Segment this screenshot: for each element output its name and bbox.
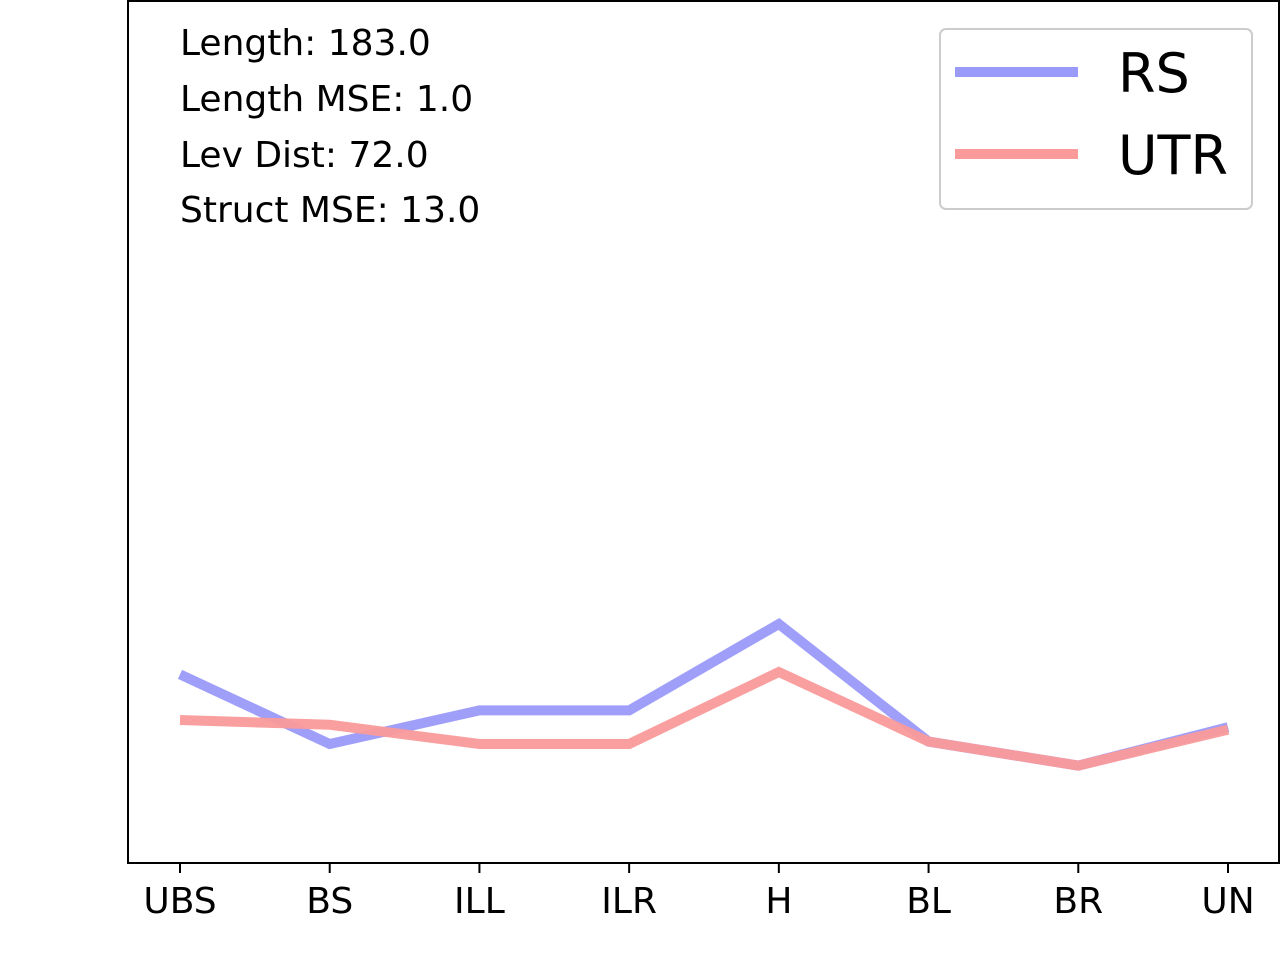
annotation-struct-mse: Struct MSE: 13.0: [180, 190, 480, 231]
series-line-utr: [179, 666, 1230, 771]
x-tick-label-bs: BS: [306, 881, 353, 922]
legend-label-rs: RS: [1118, 42, 1190, 105]
metrics-annotations: Length: 183.0 Length MSE: 1.0 Lev Dist: …: [180, 23, 480, 231]
x-tick-label-ilr: ILR: [601, 881, 657, 922]
x-tick-label-un: UN: [1201, 881, 1254, 922]
x-tick-label-ubs: UBS: [143, 881, 216, 922]
annotation-length-mse: Length MSE: 1.0: [180, 79, 473, 120]
legend-label-utr: UTR: [1118, 124, 1228, 187]
annotation-length: Length: 183.0: [180, 23, 431, 64]
legend: RS UTR: [939, 28, 1253, 210]
x-axis-ticks: UBS BS ILL ILR H BL BR UN: [143, 864, 1255, 922]
axes-frame: [127, 0, 1280, 864]
x-tick-label-h: H: [765, 881, 792, 922]
x-tick-label-ill: ILL: [454, 881, 505, 922]
x-tick-label-bl: BL: [906, 881, 951, 922]
series-line-rs: [177, 617, 1230, 771]
series-layer: [177, 617, 1230, 771]
annotation-lev-dist: Lev Dist: 72.0: [180, 135, 429, 176]
x-tick-label-br: BR: [1053, 881, 1103, 922]
